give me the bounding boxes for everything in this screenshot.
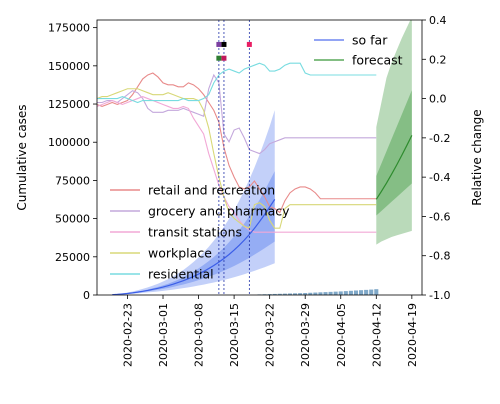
so-far-median-line — [112, 199, 276, 295]
daily-case-bars — [257, 289, 379, 295]
daily-bar — [298, 293, 303, 295]
y-left-tick-label: 125000 — [48, 98, 90, 111]
so-far-band50 — [112, 171, 275, 295]
forecast-bands — [112, 20, 412, 295]
plot-frame — [96, 19, 423, 296]
daily-bar — [374, 289, 379, 295]
intervention-lines — [218, 20, 250, 295]
retail-and-recreation-line — [97, 72, 377, 214]
intervention-marker — [246, 41, 252, 47]
mobility-lines — [97, 62, 377, 233]
y-right-tick-label: -0.6 — [429, 210, 450, 223]
intervention-marker — [221, 41, 227, 47]
daily-bar — [323, 292, 328, 295]
y-right-tick-label: -0.2 — [429, 132, 450, 145]
daily-bar — [308, 292, 313, 295]
y-right-tick-label: 0.4 — [429, 14, 447, 27]
transit-stations-line — [97, 96, 377, 233]
workplace-line — [97, 88, 377, 229]
y-left-tick-label: 25000 — [55, 251, 90, 264]
x-tick-label: 2020-03-08 — [193, 303, 206, 367]
x-tick-label: 2020-04-12 — [370, 303, 383, 367]
daily-bar — [338, 291, 343, 295]
intervention-marker — [216, 55, 222, 61]
x-tick-label: 2020-02-23 — [121, 303, 134, 367]
y-right-tick-label: -0.8 — [429, 250, 450, 263]
x-tick-label: 2020-04-19 — [406, 303, 419, 367]
y-left-tick-label: 150000 — [48, 60, 90, 73]
y-left-tick-label: 50000 — [55, 213, 90, 226]
daily-bar — [287, 293, 292, 295]
daily-bar — [348, 290, 353, 295]
daily-bar — [353, 290, 359, 295]
daily-bar — [369, 289, 374, 295]
legend-mobility-label: retail and recreation — [148, 183, 275, 198]
legend-top-label: so far — [352, 33, 388, 48]
y-right-tick-label: 0.2 — [429, 53, 447, 66]
y-right-tick-label: -0.4 — [429, 171, 450, 184]
y-left-tick-label: 100000 — [48, 136, 90, 149]
y-left-tick-label: 175000 — [48, 22, 90, 35]
x-tick-label: 2020-03-01 — [157, 303, 170, 367]
x-tick-label: 2020-03-15 — [228, 303, 241, 367]
median-lines — [112, 135, 413, 295]
daily-bar — [343, 291, 348, 295]
intervention-marker — [216, 41, 222, 47]
daily-bar — [293, 293, 298, 295]
y-right-tick-label: 0.0 — [429, 93, 447, 106]
legend-mobility-label: transit stations — [148, 225, 242, 240]
daily-bar — [318, 292, 323, 295]
daily-bar — [303, 293, 308, 295]
x-tick-label: 2020-03-29 — [299, 303, 312, 367]
y-left-tick-label: 0 — [83, 289, 90, 302]
y-right-tick-label: -1.0 — [429, 289, 450, 302]
daily-bar — [333, 291, 338, 295]
daily-bar — [313, 292, 318, 295]
x-tick-label: 2020-03-22 — [264, 303, 277, 367]
daily-bar — [359, 290, 364, 295]
forecast-median-line — [375, 135, 413, 200]
x-tick-label: 2020-04-05 — [335, 303, 348, 367]
legend-top-label: forecast — [352, 53, 403, 68]
legend-mobility-label: grocery and pharmacy — [148, 204, 290, 219]
legend-mobility-label: workplace — [148, 246, 212, 261]
daily-bar — [272, 293, 277, 295]
axes: 0 25000 50000 75000 100000 125000 150000 175000… — [15, 14, 484, 367]
daily-bar — [364, 289, 369, 295]
intervention-markers — [216, 41, 252, 61]
grocery-and-pharmacy-line — [97, 73, 377, 155]
y-left-tick-label: 75000 — [55, 174, 90, 187]
y-right-axis-title: Relative change — [470, 109, 484, 205]
daily-bar — [267, 294, 272, 295]
residential-line — [97, 62, 377, 104]
y-left-axis-title: Cumulative cases — [15, 104, 29, 210]
daily-bar — [282, 293, 287, 295]
legend-mobility-label: residential — [148, 267, 214, 282]
intervention-marker — [221, 55, 227, 61]
daily-bar — [277, 293, 282, 295]
daily-bar — [328, 291, 333, 295]
legends: so far forecast retail and recreation groce… — [110, 33, 403, 282]
